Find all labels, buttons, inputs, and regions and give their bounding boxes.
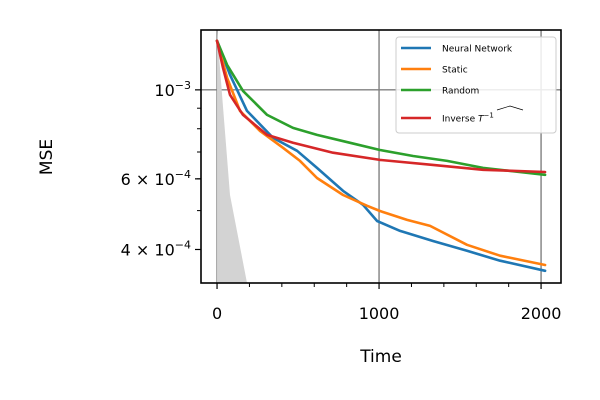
y-tick-label: 10−3 xyxy=(154,79,191,100)
axes-frame xyxy=(200,29,562,284)
legend-box xyxy=(395,36,557,134)
x-tick-label: 1000 xyxy=(359,304,400,323)
legend: Neural Network Static Random Inverse T−1 xyxy=(395,36,557,134)
y-tick-label: 6 × 10−4 xyxy=(121,168,191,189)
widehat-accent xyxy=(496,105,524,111)
x-tick-label: 0 xyxy=(212,304,222,323)
ticks: 0 1000 2000 10−3 6 × 10−4 4 × 10−4 xyxy=(121,79,562,323)
x-axis-label: Time xyxy=(359,347,402,367)
legend-label: Static xyxy=(442,66,468,76)
legend-label: Random xyxy=(442,87,479,97)
series-line-neural-network xyxy=(215,39,547,273)
legend-label: Inverse T−1 xyxy=(442,112,494,125)
y-axis-label: MSE xyxy=(37,139,57,175)
series-line-random xyxy=(215,39,547,177)
legend-label: Neural Network xyxy=(442,45,513,55)
shaded-region xyxy=(217,30,248,283)
series-lines xyxy=(215,39,547,273)
series-line-inverse xyxy=(215,39,547,174)
shaded-region-group xyxy=(217,30,248,283)
y-tick-label: 4 × 10−4 xyxy=(121,238,191,259)
x-tick-label: 2000 xyxy=(521,304,562,323)
